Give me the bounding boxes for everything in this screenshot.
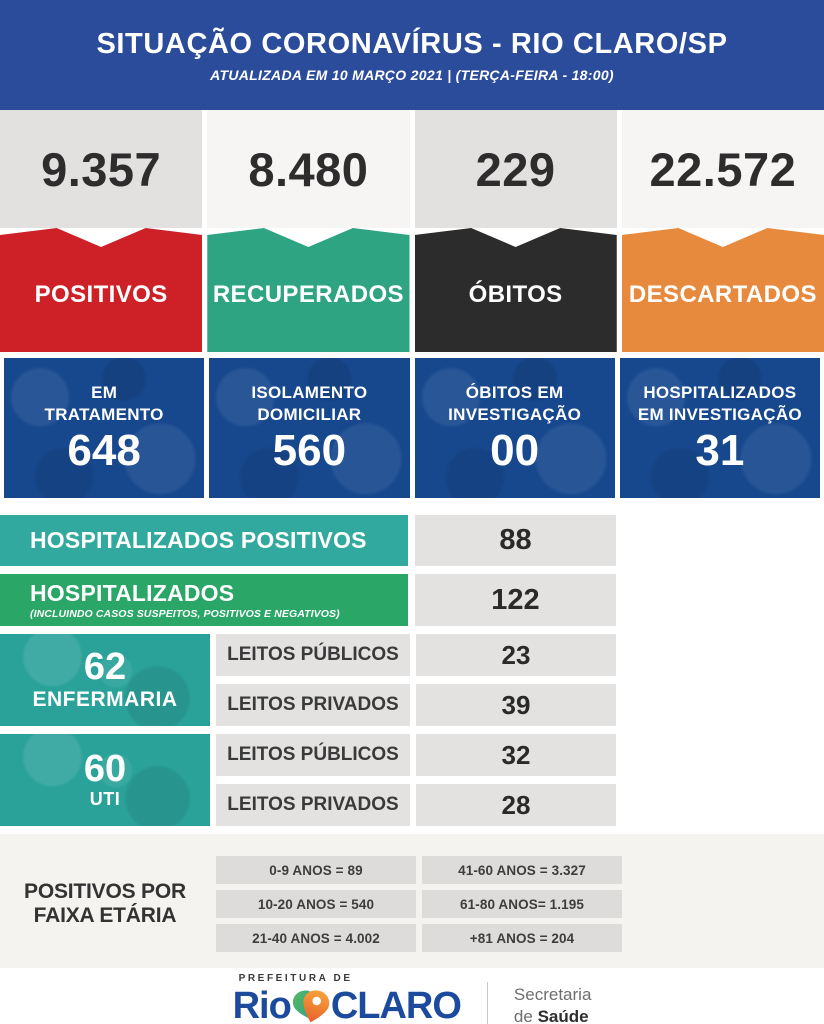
hospitalized-positives-bar: HOSPITALIZADOS POSITIVOS bbox=[0, 515, 408, 566]
spacer bbox=[623, 515, 824, 566]
stat-value: 8.480 bbox=[207, 110, 410, 228]
enfermaria-section: 62 ENFERMARIA LEITOS PÚBLICOS 23 LEITOS … bbox=[0, 634, 824, 726]
age-cell-41-60: 41-60 ANOS = 3.327 bbox=[422, 856, 622, 884]
ward-total: 60 bbox=[83, 747, 127, 790]
leitos-publicos-value: 32 bbox=[416, 734, 616, 776]
uti-block: 60 UTI bbox=[0, 734, 210, 826]
brand-rio: Rio bbox=[232, 985, 292, 1024]
spacer bbox=[622, 684, 824, 726]
box-em-tratamento: EM TRATAMENTO 648 bbox=[4, 358, 205, 498]
age-distribution-title: POSITIVOS POR FAIXA ETÁRIA bbox=[24, 879, 186, 927]
box-isolamento-domiciliar: ISOLAMENTO DOMICILIAR 560 bbox=[209, 358, 410, 498]
stat-obitos: 229 ÓBITOS bbox=[414, 110, 617, 352]
uti-section: 60 UTI LEITOS PÚBLICOS 32 LEITOS PRIVADO… bbox=[0, 734, 824, 826]
spacer bbox=[622, 784, 824, 826]
box-label: HOSPITALIZADOS EM INVESTIGAÇÃO bbox=[638, 382, 802, 426]
age-cell-61-80: 61-80 ANOS= 1.195 bbox=[422, 890, 622, 918]
leitos-publicos-label: LEITOS PÚBLICOS bbox=[216, 734, 410, 776]
prefeitura-label: PREFEITURA DE bbox=[238, 973, 353, 984]
bar-note: (INCLUINDO CASOS SUSPEITOS, POSITIVOS E … bbox=[30, 608, 340, 620]
stat-positivos: 9.357 POSITIVOS bbox=[0, 110, 203, 352]
leitos-publicos-value: 23 bbox=[416, 634, 616, 676]
bar-label: HOSPITALIZADOS bbox=[30, 580, 235, 606]
investigation-row: EM TRATAMENTO 648 ISOLAMENTO DOMICILIAR … bbox=[0, 358, 824, 498]
ward-total: 62 bbox=[83, 646, 127, 689]
stat-label: POSITIVOS bbox=[0, 228, 203, 352]
footer-divider bbox=[486, 982, 488, 1024]
box-label-line2: DOMICILIAR bbox=[257, 404, 362, 424]
hospitalized-positives-row: HOSPITALIZADOS POSITIVOS 88 bbox=[0, 515, 824, 566]
brand-claro: CLARO bbox=[330, 985, 462, 1024]
age-distribution-section: POSITIVOS POR FAIXA ETÁRIA 0-9 ANOS = 89… bbox=[0, 834, 824, 968]
box-obitos-investigacao: ÓBITOS EM INVESTIGAÇÃO 00 bbox=[414, 358, 615, 498]
secretaria-line1: Secretaria bbox=[513, 984, 592, 1004]
stat-label: DESCARTADOS bbox=[621, 228, 824, 352]
stat-value: 22.572 bbox=[621, 110, 824, 228]
stat-label: RECUPERADOS bbox=[207, 228, 410, 352]
spacer bbox=[622, 734, 824, 776]
brand-row: Rio bbox=[232, 984, 462, 1024]
box-label: ÓBITOS EM INVESTIGAÇÃO bbox=[448, 382, 581, 426]
page-subtitle: ATUALIZADA EM 10 MARÇO 2021 | (TERÇA-FEI… bbox=[210, 66, 614, 83]
location-pins-icon bbox=[292, 990, 330, 1023]
summary-stats: 9.357 POSITIVOS 8.480 RECUPERADOS 229 ÓB… bbox=[0, 110, 824, 352]
leitos-privados-value: 39 bbox=[416, 684, 616, 726]
box-value: 560 bbox=[272, 426, 347, 475]
spacer bbox=[628, 890, 824, 918]
box-label: ISOLAMENTO DOMICILIAR bbox=[251, 382, 367, 426]
box-label: EM TRATAMENTO bbox=[45, 382, 164, 426]
leitos-privados-value: 28 bbox=[416, 784, 616, 826]
stat-descartados: 22.572 DESCARTADOS bbox=[621, 110, 824, 352]
ward-name: ENFERMARIA bbox=[32, 687, 178, 711]
header: SITUAÇÃO CORONAVÍRUS - RIO CLARO/SP ATUA… bbox=[0, 0, 824, 110]
enfermaria-block: 62 ENFERMARIA bbox=[0, 634, 210, 726]
box-value: 648 bbox=[67, 426, 141, 475]
box-label-line1: HOSPITALIZADOS bbox=[643, 382, 797, 402]
rio-claro-logo: PREFEITURA DE Rio bbox=[232, 973, 462, 1024]
hospitalized-all-row: HOSPITALIZADOS (INCLUINDO CASOS SUSPEITO… bbox=[0, 574, 824, 626]
stat-recuperados: 8.480 RECUPERADOS bbox=[207, 110, 410, 352]
age-cell-0-9: 0-9 ANOS = 89 bbox=[216, 856, 416, 884]
box-hospitalizados-investigacao: HOSPITALIZADOS EM INVESTIGAÇÃO 31 bbox=[619, 358, 820, 498]
leitos-publicos-label: LEITOS PÚBLICOS bbox=[216, 634, 410, 676]
secretaria-saude: Saúde bbox=[537, 1007, 589, 1024]
spacer bbox=[622, 634, 824, 676]
hospitalized-all-bar: HOSPITALIZADOS (INCLUINDO CASOS SUSPEITO… bbox=[0, 574, 408, 626]
hospitalized-positives-value: 88 bbox=[415, 515, 616, 566]
box-label-line1: EM bbox=[91, 382, 118, 402]
spacer bbox=[623, 574, 824, 626]
age-cell-10-20: 10-20 ANOS = 540 bbox=[216, 890, 416, 918]
box-label-line1: ÓBITOS EM bbox=[465, 382, 564, 402]
age-cell-81plus: +81 ANOS = 204 bbox=[422, 924, 622, 952]
leitos-privados-label: LEITOS PRIVADOS bbox=[216, 784, 410, 826]
box-label-line2: INVESTIGAÇÃO bbox=[448, 404, 582, 424]
stat-value: 229 bbox=[414, 110, 617, 228]
footer: PREFEITURA DE Rio bbox=[0, 968, 824, 1024]
stat-value: 9.357 bbox=[0, 110, 203, 228]
box-label-line2: TRATAMENTO bbox=[44, 404, 164, 424]
box-label-line2: EM INVESTIGAÇÃO bbox=[637, 404, 802, 424]
secretaria-de: de bbox=[513, 1007, 538, 1024]
bar-label: HOSPITALIZADOS POSITIVOS bbox=[30, 527, 367, 553]
stat-label: ÓBITOS bbox=[414, 228, 617, 352]
hospitalized-all-value: 122 bbox=[415, 574, 616, 626]
page-title: SITUAÇÃO CORONAVÍRUS - RIO CLARO/SP bbox=[96, 27, 728, 60]
leitos-privados-label: LEITOS PRIVADOS bbox=[216, 684, 410, 726]
box-label-line1: ISOLAMENTO bbox=[251, 382, 368, 402]
secretaria-saude-label: Secretaria de Saúde bbox=[514, 984, 591, 1024]
box-value: 31 bbox=[695, 426, 745, 475]
box-value: 00 bbox=[490, 426, 540, 475]
hospitalized-section: HOSPITALIZADOS POSITIVOS 88 HOSPITALIZAD… bbox=[0, 515, 824, 626]
ward-name: UTI bbox=[89, 789, 121, 810]
spacer bbox=[628, 924, 824, 952]
age-cell-21-40: 21-40 ANOS = 4.002 bbox=[216, 924, 416, 952]
spacer bbox=[628, 856, 824, 884]
secretaria-line2: de Saúde bbox=[514, 1006, 591, 1024]
